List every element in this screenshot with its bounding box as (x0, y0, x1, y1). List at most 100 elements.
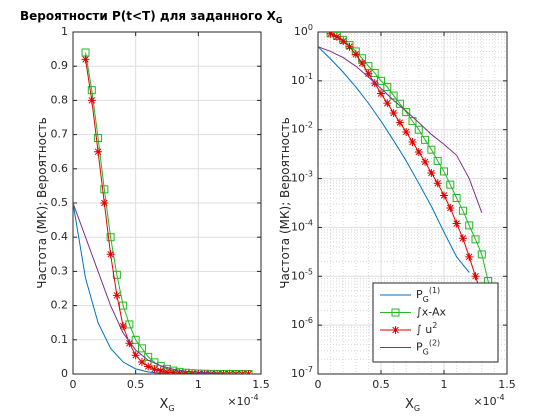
y-tick-label-part: -7 (305, 365, 313, 374)
marker-square (465, 221, 474, 230)
marker-asterisk (383, 99, 392, 108)
marker-square (391, 308, 400, 317)
x-multiplier: ×10-4 (227, 393, 258, 409)
y-tick-label: 0.6 (51, 162, 69, 175)
legend-label: PG(2) (416, 338, 440, 356)
x-tick-label: 1.5 (498, 378, 516, 391)
marker-square (446, 180, 455, 189)
marker-square (100, 185, 109, 194)
y-tick-label-part: 0.5 (51, 196, 69, 209)
marker-asterisk (87, 96, 96, 105)
marker-asterisk (402, 127, 411, 136)
marker-square (414, 125, 423, 134)
marker-square (440, 167, 448, 176)
legend-label-part: (2) (429, 338, 440, 347)
series-line (318, 46, 483, 213)
y-tick-label: 0.7 (51, 128, 69, 141)
y-tick-label: 10-1 (291, 71, 313, 87)
x-multiplier-part: -4 (497, 393, 505, 402)
series-line (73, 202, 236, 374)
y-tick-label: 0.3 (51, 264, 69, 277)
y-tick-label-part: 10 (291, 123, 305, 136)
legend-label-part: G (423, 347, 429, 356)
y-tick-label: 10-2 (291, 120, 313, 136)
marker-square (175, 367, 184, 374)
marker-asterisk (175, 369, 184, 374)
marker-asterisk (188, 369, 197, 374)
x-multiplier-part: ×10 (473, 395, 496, 408)
x-tick-label-part: 1.5 (498, 378, 516, 391)
y-tick-label: 0.5 (51, 196, 69, 209)
legend-label-part: (1) (429, 286, 440, 295)
marker-square (402, 108, 411, 117)
marker-asterisk (351, 50, 360, 59)
marker-square (106, 233, 115, 242)
x-tick-label: 0 (70, 378, 77, 391)
marker-asterisk (332, 32, 341, 41)
marker-asterisk (231, 369, 240, 374)
x-axis-label-part: X (159, 397, 168, 412)
marker-square (87, 86, 96, 95)
x-tick-label-part: 1.5 (252, 378, 270, 391)
y-tick-label-part: 1 (61, 25, 68, 38)
legend-label: PG(1) (416, 286, 440, 304)
x-tick-label-part: 0 (70, 378, 77, 391)
marker-asterisk (446, 203, 455, 212)
x-tick-label: 1 (441, 378, 448, 391)
marker-asterisk (150, 365, 159, 374)
y-tick-label: 100 (294, 23, 313, 39)
x-axis-label-part: G (414, 404, 420, 413)
marker-asterisk (213, 369, 222, 374)
y-tick-label-part: -5 (305, 267, 313, 276)
x-tick-label: 1.5 (252, 378, 270, 391)
legend-label-part: ∫x-Ax (416, 306, 446, 319)
y-tick-label-part: 0.8 (51, 93, 69, 106)
marker-asterisk (389, 108, 398, 117)
x-axis-label-part: G (168, 404, 174, 413)
marker-asterisk (440, 191, 448, 200)
marker-asterisk (106, 250, 115, 259)
marker-asterisk (414, 147, 423, 156)
y-tick-label: 0.2 (51, 299, 69, 312)
marker-asterisk (339, 37, 348, 46)
marker-asterisk (200, 369, 209, 374)
plot-area (318, 32, 499, 352)
x-multiplier-part: -4 (251, 393, 259, 402)
y-tick-label: 10-7 (291, 365, 313, 381)
series-line (318, 46, 470, 273)
y-tick-label-part: -1 (305, 71, 313, 80)
marker-square (94, 134, 103, 143)
marker-asterisk (156, 366, 165, 374)
y-tick-label: 0.4 (51, 230, 69, 243)
y-tick-label-part: 0 (61, 367, 68, 380)
marker-asterisk (408, 138, 417, 147)
marker-square (389, 91, 398, 100)
x-tick-label: 0.5 (127, 378, 145, 391)
marker-square (471, 235, 480, 244)
axes-box (317, 31, 508, 375)
marker-asterisk (421, 157, 430, 166)
marker-asterisk (458, 234, 467, 243)
y-tick-label: 1 (61, 25, 68, 38)
y-tick-label: 0.8 (51, 93, 69, 106)
marker-asterisk (471, 272, 480, 281)
marker-asterisk (119, 322, 128, 331)
marker-square (131, 335, 140, 344)
marker-asterisk (169, 368, 178, 374)
legend-label-part: P (416, 288, 423, 301)
x-axis-label-part: X (405, 397, 414, 412)
x-tick-label-part: 0.5 (372, 378, 390, 391)
legend-label-part: G (423, 295, 429, 304)
y-axis-label: Частота (МК); Вероятность (35, 117, 49, 288)
legend-box (372, 282, 499, 363)
marker-asterisk (427, 169, 436, 178)
legend-label: ∫x-Ax (416, 306, 446, 319)
legend-label: ∫ u2 (416, 321, 437, 337)
y-tick-label: 10-5 (291, 267, 313, 283)
y-tick-label-part: 10 (291, 172, 305, 185)
marker-square (458, 206, 467, 215)
y-tick-label: 0.1 (51, 333, 69, 346)
legend-label-part: ∫ u (416, 323, 432, 336)
marker-asterisk (194, 369, 203, 374)
